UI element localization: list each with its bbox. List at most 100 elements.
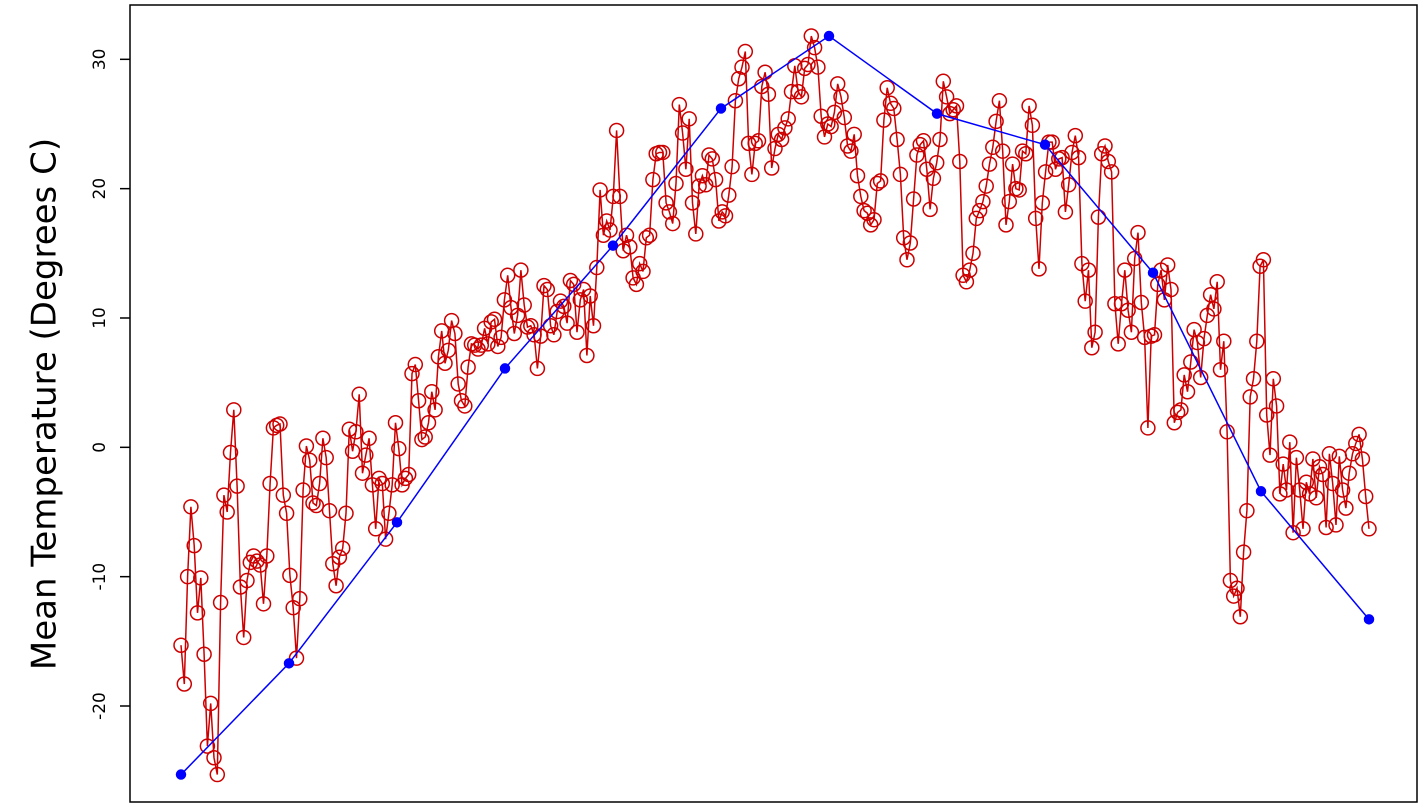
point — [856, 202, 872, 219]
point — [988, 113, 1004, 130]
point — [1107, 296, 1123, 312]
point — [226, 402, 242, 418]
point — [638, 230, 655, 246]
point — [457, 398, 473, 414]
point — [1334, 482, 1351, 498]
point — [1262, 447, 1278, 463]
point — [579, 347, 595, 364]
point — [994, 143, 1011, 159]
point — [671, 96, 688, 113]
point — [1219, 424, 1235, 440]
point — [935, 73, 952, 90]
point — [724, 158, 740, 175]
point — [249, 553, 265, 569]
point — [925, 170, 942, 187]
point — [387, 415, 404, 431]
point — [773, 131, 790, 148]
point — [931, 108, 943, 119]
point — [928, 155, 945, 171]
point — [1077, 293, 1093, 309]
point — [971, 202, 988, 219]
point — [777, 120, 793, 136]
point — [853, 188, 869, 205]
point — [414, 431, 430, 448]
point — [740, 135, 757, 152]
point — [420, 415, 437, 431]
point — [1100, 153, 1117, 170]
point — [1232, 609, 1249, 625]
point — [892, 166, 909, 183]
point — [229, 478, 245, 494]
point — [1311, 458, 1328, 475]
point — [1249, 333, 1265, 350]
point — [602, 222, 618, 238]
point — [1338, 500, 1354, 516]
point — [219, 504, 235, 520]
point — [763, 160, 780, 176]
point — [206, 749, 222, 766]
point — [450, 376, 466, 392]
point — [836, 109, 853, 126]
point — [1202, 286, 1219, 303]
point — [331, 549, 348, 566]
point — [717, 208, 734, 224]
y-tick-label: -20 — [90, 692, 110, 720]
point — [902, 235, 919, 251]
point — [1047, 161, 1064, 178]
point — [209, 766, 226, 783]
point — [691, 178, 707, 194]
point — [186, 537, 202, 554]
point — [991, 92, 1008, 109]
point — [1278, 482, 1295, 498]
point — [780, 111, 796, 127]
point — [367, 521, 384, 537]
point — [1087, 324, 1103, 340]
point — [499, 363, 511, 374]
point — [1130, 224, 1146, 241]
point — [612, 188, 628, 205]
point — [212, 594, 229, 611]
point — [783, 83, 800, 100]
point — [1321, 446, 1338, 462]
point — [938, 89, 955, 105]
point — [1255, 486, 1267, 497]
point — [1169, 404, 1186, 421]
point — [1363, 614, 1375, 625]
point — [1084, 339, 1100, 356]
point — [932, 131, 948, 148]
y-tick-label: 30 — [90, 49, 110, 71]
point — [305, 495, 321, 511]
point — [361, 430, 377, 447]
point — [1140, 420, 1156, 436]
point — [542, 318, 559, 334]
point — [981, 156, 998, 172]
point — [961, 262, 978, 278]
point — [645, 171, 661, 188]
point — [909, 147, 925, 163]
point — [377, 531, 394, 547]
point — [1268, 398, 1285, 414]
point — [1357, 488, 1374, 505]
point — [664, 215, 681, 232]
point — [1176, 367, 1192, 383]
point — [721, 187, 737, 203]
point — [526, 327, 542, 343]
point — [1216, 333, 1232, 350]
point — [1265, 371, 1282, 387]
point — [975, 193, 991, 210]
point — [734, 59, 750, 75]
point — [1235, 544, 1252, 560]
point — [334, 540, 351, 556]
point — [589, 259, 605, 276]
point — [447, 325, 463, 342]
point — [311, 475, 328, 492]
point — [958, 274, 975, 290]
point — [747, 135, 763, 152]
point — [341, 421, 358, 437]
point — [658, 195, 674, 211]
point — [737, 43, 754, 60]
point — [1097, 138, 1113, 154]
point — [473, 337, 490, 353]
point — [529, 360, 546, 377]
point — [806, 39, 823, 56]
